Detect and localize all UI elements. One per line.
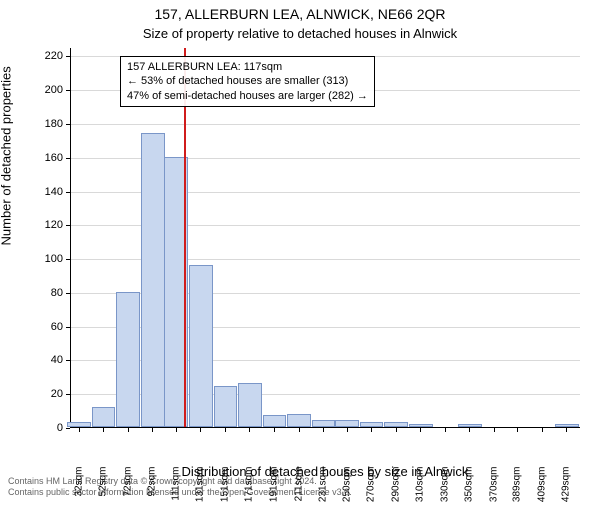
x-tick-label: 350sqm <box>464 467 475 527</box>
histogram-bar <box>141 133 165 427</box>
y-axis-title: Number of detached properties <box>0 66 14 245</box>
x-tick-label: 211sqm <box>293 467 304 527</box>
y-tick-label: 80 <box>33 287 63 299</box>
x-tick-label: 310sqm <box>415 467 426 527</box>
y-tick-mark <box>66 360 70 361</box>
x-tick-label: 270sqm <box>366 467 377 527</box>
annotation-line: 157 ALLERBURN LEA: 117sqm <box>127 60 368 74</box>
x-tick-label: 111sqm <box>170 467 181 527</box>
histogram-bar <box>384 422 408 427</box>
x-tick-mark <box>445 428 446 432</box>
chart-title-main: 157, ALLERBURN LEA, ALNWICK, NE66 2QR <box>0 6 600 22</box>
y-tick-label: 160 <box>33 152 63 164</box>
annotation-line: ← 53% of detached houses are smaller (31… <box>127 74 368 88</box>
chart-title-sub: Size of property relative to detached ho… <box>0 26 600 41</box>
y-tick-mark <box>66 394 70 395</box>
x-tick-mark <box>176 428 177 432</box>
x-tick-mark <box>396 428 397 432</box>
x-tick-label: 231sqm <box>318 467 329 527</box>
annotation-box: 157 ALLERBURN LEA: 117sqm ← 53% of detac… <box>120 56 375 107</box>
y-tick-mark <box>66 259 70 260</box>
x-tick-mark <box>103 428 104 432</box>
x-tick-mark <box>225 428 226 432</box>
y-tick-label: 140 <box>33 186 63 198</box>
x-tick-mark <box>79 428 80 432</box>
histogram-bar <box>312 420 336 427</box>
x-tick-mark <box>128 428 129 432</box>
histogram-bar <box>214 386 238 427</box>
histogram-bar <box>238 383 262 427</box>
y-tick-label: 100 <box>33 253 63 265</box>
x-tick-label: 290sqm <box>390 467 401 527</box>
y-tick-mark <box>66 158 70 159</box>
y-tick-label: 200 <box>33 84 63 96</box>
x-tick-mark <box>200 428 201 432</box>
x-tick-label: 151sqm <box>219 467 230 527</box>
x-tick-mark <box>542 428 543 432</box>
x-tick-mark <box>323 428 324 432</box>
histogram-bar <box>263 415 287 427</box>
x-tick-mark <box>469 428 470 432</box>
x-tick-label: 409sqm <box>536 467 547 527</box>
x-tick-label: 330sqm <box>439 467 450 527</box>
y-tick-mark <box>66 293 70 294</box>
x-tick-mark <box>347 428 348 432</box>
y-tick-label: 220 <box>33 50 63 62</box>
x-tick-mark <box>249 428 250 432</box>
x-tick-label: 32sqm <box>73 467 84 527</box>
x-tick-label: 191sqm <box>269 467 280 527</box>
x-tick-mark <box>299 428 300 432</box>
x-tick-label: 429sqm <box>561 467 572 527</box>
histogram-bar <box>555 424 579 427</box>
y-tick-label: 0 <box>33 422 63 434</box>
y-tick-label: 180 <box>33 118 63 130</box>
x-tick-label: 131sqm <box>195 467 206 527</box>
x-tick-mark <box>274 428 275 432</box>
x-tick-label: 52sqm <box>98 467 109 527</box>
x-tick-label: 389sqm <box>512 467 523 527</box>
x-tick-label: 250sqm <box>341 467 352 527</box>
property-size-histogram: 157, ALLERBURN LEA, ALNWICK, NE66 2QR Si… <box>0 0 600 500</box>
y-tick-label: 120 <box>33 219 63 231</box>
y-tick-mark <box>66 90 70 91</box>
gridline <box>71 124 580 125</box>
x-tick-label: 171sqm <box>244 467 255 527</box>
x-tick-mark <box>371 428 372 432</box>
y-tick-mark <box>66 124 70 125</box>
x-tick-mark <box>420 428 421 432</box>
histogram-bar <box>92 407 116 427</box>
y-tick-label: 60 <box>33 321 63 333</box>
y-tick-mark <box>66 56 70 57</box>
histogram-bar <box>409 424 433 427</box>
x-tick-mark <box>517 428 518 432</box>
x-tick-mark <box>494 428 495 432</box>
histogram-bar <box>287 414 311 428</box>
x-tick-label: 370sqm <box>488 467 499 527</box>
histogram-bar <box>335 420 359 427</box>
histogram-bar <box>67 422 91 427</box>
x-tick-mark <box>566 428 567 432</box>
histogram-bar <box>458 424 482 427</box>
annotation-line: 47% of semi-detached houses are larger (… <box>127 89 368 103</box>
y-tick-mark <box>66 327 70 328</box>
histogram-bar <box>360 422 384 427</box>
y-tick-mark <box>66 192 70 193</box>
histogram-bar <box>189 265 213 427</box>
histogram-bar <box>116 292 140 427</box>
x-tick-mark <box>152 428 153 432</box>
x-tick-label: 72sqm <box>122 467 133 527</box>
y-tick-mark <box>66 428 70 429</box>
x-tick-label: 92sqm <box>147 467 158 527</box>
y-tick-mark <box>66 225 70 226</box>
y-tick-label: 20 <box>33 388 63 400</box>
y-tick-label: 40 <box>33 354 63 366</box>
